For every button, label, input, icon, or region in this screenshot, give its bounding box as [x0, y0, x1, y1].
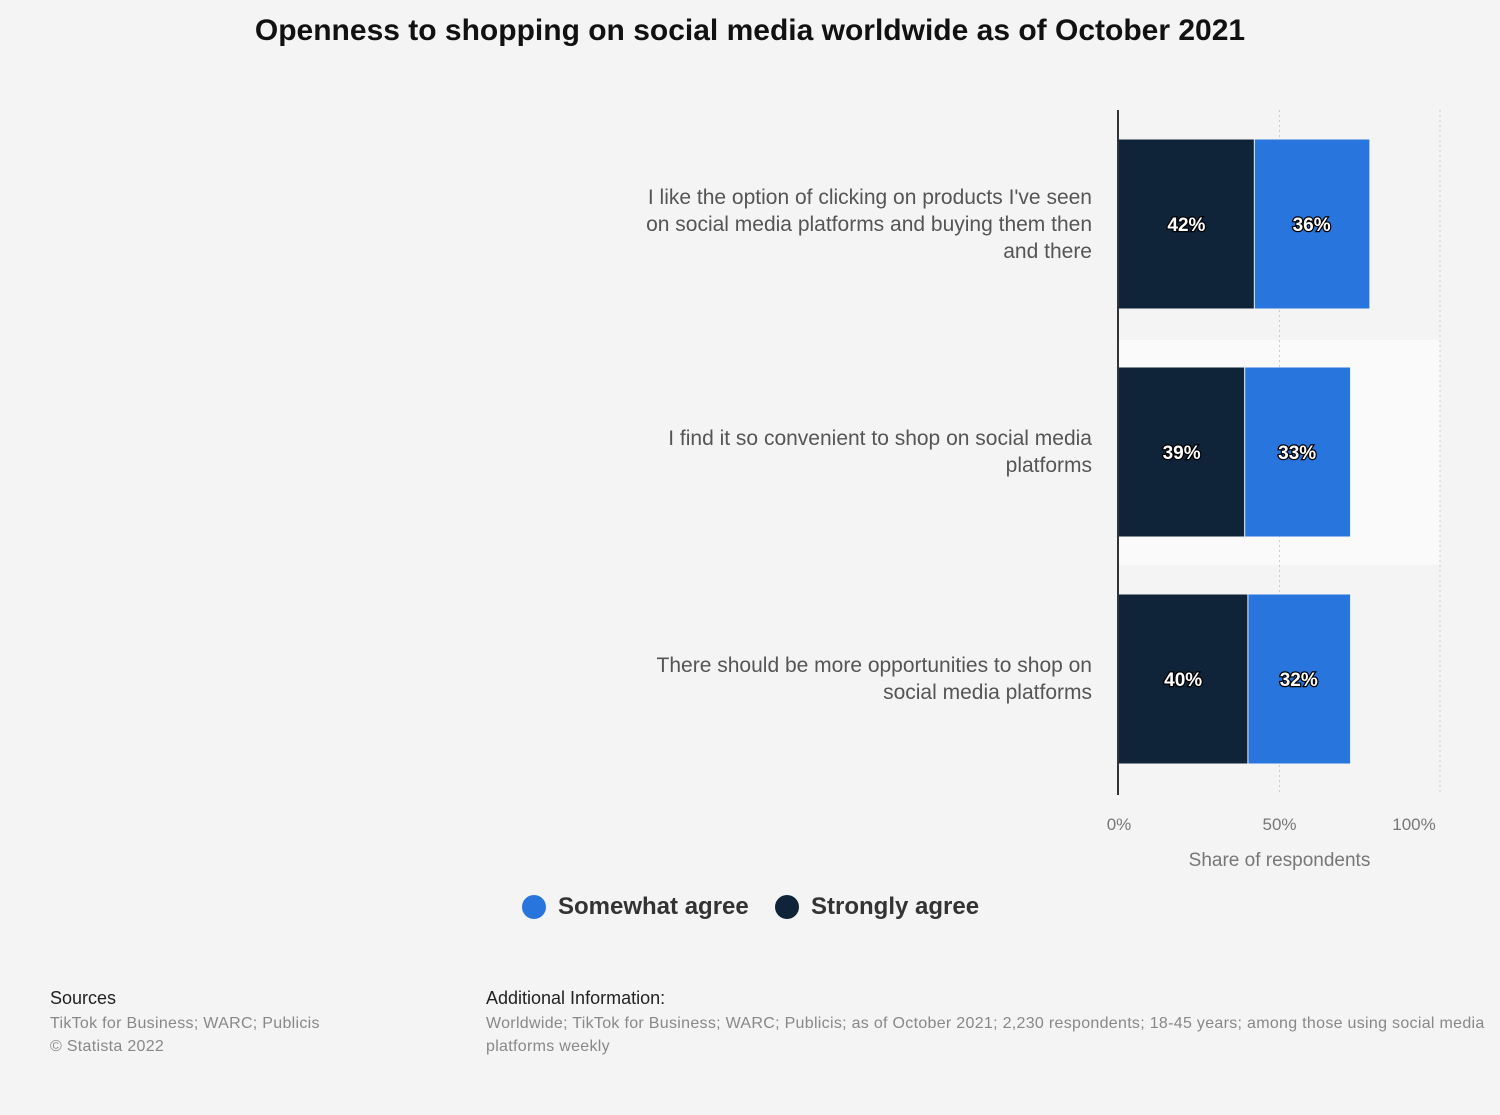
additional-info-text: Worldwide; TikTok for Business; WARC; Pu…	[486, 1012, 1500, 1058]
additional-info-heading: Additional Information:	[486, 988, 666, 1008]
additional-info-line: platforms weekly	[486, 1038, 610, 1055]
copyright: © Statista 2022	[50, 1038, 165, 1055]
category-label-line: There should be more opportunities to sh…	[656, 654, 1092, 677]
category-label-line: platforms	[1005, 454, 1092, 477]
bar-somewhat-agree[interactable]	[1245, 367, 1351, 537]
legend-item-somewhat-agree[interactable]: Somewhat agree	[522, 893, 749, 921]
legend-item-strongly-agree[interactable]: Strongly agree	[775, 893, 979, 921]
data-label: 39%	[1163, 443, 1201, 464]
sources-heading: Sources	[50, 988, 117, 1008]
bar-strongly-agree[interactable]	[1119, 594, 1248, 764]
category-label: I find it so convenient to shop on socia…	[572, 425, 1092, 479]
bar-somewhat-agree[interactable]	[1254, 139, 1370, 309]
category-label-line: and there	[1003, 239, 1092, 263]
legend-label: Strongly agree	[811, 893, 980, 920]
sources-list: TikTok for Business; WARC; Publicis	[50, 1015, 320, 1032]
category-label-line: I find it so convenient to shop on socia…	[668, 427, 1092, 450]
data-label: 33%	[1278, 443, 1316, 464]
x-axis-title: Share of respondents	[1189, 850, 1371, 871]
bar-chart: 42% 36% 39% 33% 40% 32% 0% 50% 100% Share of resp…	[1107, 110, 1441, 871]
category-label-line: on social media platforms and buying the…	[646, 212, 1092, 236]
legend-label: Somewhat agree	[558, 893, 749, 920]
x-tick-label: 0%	[1107, 815, 1132, 834]
bar-strongly-agree[interactable]	[1119, 367, 1245, 537]
category-label-line: social media platforms	[883, 681, 1092, 704]
data-label: 40%	[1164, 670, 1202, 691]
data-label: 42%	[1167, 215, 1205, 236]
additional-info-line: Worldwide; TikTok for Business; WARC; Pu…	[486, 1015, 1485, 1032]
bar-somewhat-agree[interactable]	[1248, 594, 1351, 764]
legend-dot-strongly	[775, 895, 799, 919]
chart-title: Openness to shopping on social media wor…	[254, 14, 1246, 47]
category-label-line: I like the option of clicking on product…	[647, 185, 1092, 209]
x-tick-label: 50%	[1262, 815, 1296, 834]
category-label: There should be more opportunities to sh…	[572, 652, 1092, 706]
data-label: 36%	[1293, 215, 1331, 236]
x-tick-label: 100%	[1392, 815, 1435, 834]
legend-dot-somewhat	[522, 895, 546, 919]
bar-strongly-agree[interactable]	[1119, 139, 1254, 309]
category-label: I like the option of clicking on product…	[572, 184, 1092, 265]
sources-text: TikTok for Business; WARC; Publicis © St…	[50, 1012, 320, 1058]
data-label: 32%	[1280, 670, 1318, 691]
